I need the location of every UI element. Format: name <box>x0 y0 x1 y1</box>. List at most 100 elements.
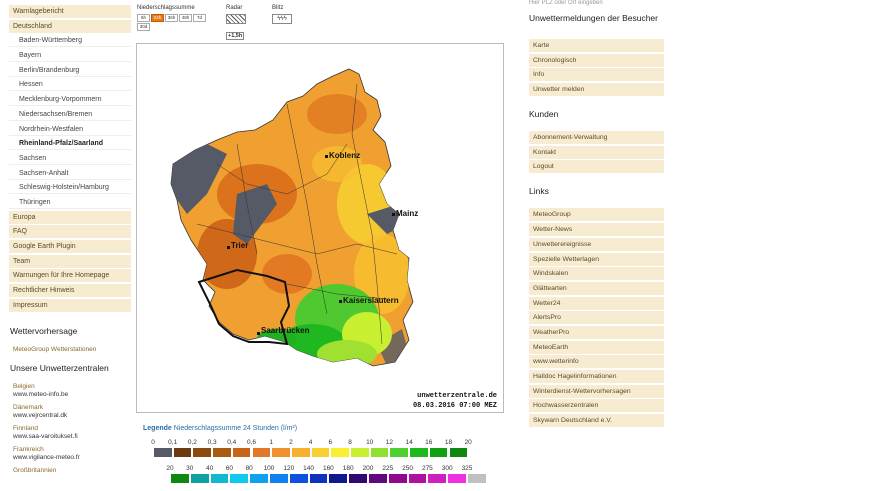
time-button-48h[interactable]: 48h <box>179 14 192 22</box>
link-windskalen[interactable]: Windskalen <box>529 267 664 281</box>
nav-item-europa[interactable]: Europa <box>9 210 131 224</box>
link-glättearten[interactable]: Glättearten <box>529 281 664 295</box>
central-country-link[interactable]: Finnland <box>13 424 38 432</box>
legend-row1-labels: 0 0,1 0,2 0,3 0,4 0,6 1 2 4 6 8 10 12 14 16 18 20 <box>143 439 503 448</box>
legend-title-text: Niederschlagssumme 24 Stunden <box>173 425 279 432</box>
central-country-link[interactable]: Dänemark <box>13 403 43 411</box>
nav-item-faq[interactable]: FAQ <box>9 225 131 239</box>
nav-item-warnlagebericht[interactable]: Warnlagebericht <box>9 5 131 18</box>
link-spezielle-wetterlagen[interactable]: Spezielle Wetterlagen <box>529 252 664 266</box>
legend-tick-label: 1 <box>269 439 273 446</box>
nav-item-deutschland[interactable]: Deutschland <box>9 19 131 33</box>
legend-tick-label: 0,4 <box>227 439 237 446</box>
right-sidebar: Hier PLZ oder Ort eingeben Unwettermeldu… <box>529 0 664 429</box>
link-kontakt[interactable]: Kontakt <box>529 145 664 159</box>
time-button-24h[interactable]: 24h <box>151 14 164 22</box>
nav-item-google-earth-plugin[interactable]: Google Earth Plugin <box>9 240 131 253</box>
time-button-7d[interactable]: 7d <box>193 14 206 22</box>
radar-icon[interactable] <box>226 14 246 24</box>
link-winterdienst-wettervorhersagen[interactable]: Winterdienst-Wettervorhersagen <box>529 384 664 398</box>
time-button-30d[interactable]: 30d <box>137 23 150 31</box>
central-entry: Großbritannien <box>9 467 131 475</box>
legend-color-swatch <box>171 474 189 483</box>
link-info[interactable]: Info <box>529 68 664 82</box>
time-button-6h[interactable]: 6h <box>137 14 150 22</box>
map-legend: Legende Niederschlagssumme 24 Stunden (l… <box>143 425 503 484</box>
legend-color-swatch <box>468 474 486 483</box>
legend-color-swatch <box>370 448 389 457</box>
nav-item-niedersachsen-bremen[interactable]: Niedersachsen/Bremen <box>9 107 131 121</box>
link-chronologisch[interactable]: Chronologisch <box>529 53 664 67</box>
besucher-title: Unwettermeldungen der Besucher <box>529 13 658 23</box>
legend-color-swatch <box>291 448 310 457</box>
link-unwetterereignisse[interactable]: Unwetterereignisse <box>529 237 664 251</box>
mainz-dot <box>392 213 395 216</box>
legend-color-swatch <box>210 474 229 483</box>
legend-tick-label: 18 <box>444 439 453 446</box>
nav-item-hessen[interactable]: Hessen <box>9 78 131 92</box>
link-meteogroup[interactable]: MeteoGroup <box>529 208 664 222</box>
links-title: Links <box>529 186 549 197</box>
link-www-wetterinfo[interactable]: www.wetterinfo <box>529 355 664 369</box>
meteogroup-stations-link[interactable]: MeteoGroup Wetterstationen <box>13 345 97 353</box>
link-meteoearth[interactable]: MeteoEarth <box>529 340 664 354</box>
link-hochwasserzentralen[interactable]: Hochwasserzentralen <box>529 399 664 413</box>
legend-color-swatch <box>390 448 409 457</box>
nav-item-impressum[interactable]: Impressum <box>9 298 131 312</box>
time-button-36h[interactable]: 36h <box>165 14 178 22</box>
nav-item-sachsen-anhalt[interactable]: Sachsen-Anhalt <box>9 166 131 180</box>
legend-tick-label: 60 <box>225 465 233 472</box>
lightning-icon[interactable]: ϟϟϟ <box>272 14 292 24</box>
nav-item-nordrhein-westfalen[interactable]: Nordrhein-Westfalen <box>9 122 131 136</box>
central-entry: Frankreich www.vigilance-meteo.fr <box>9 446 131 462</box>
link-weatherpro[interactable]: WeatherPro <box>529 325 664 339</box>
legend-tick-label: 20 <box>166 465 174 472</box>
nav-item-schleswig-holstein-hamburg[interactable]: Schleswig-Holstein/Hamburg <box>9 181 131 195</box>
nav-item-team[interactable]: Team <box>9 254 131 268</box>
legend-color-swatch <box>429 448 448 457</box>
nav-item-baden-württemberg[interactable]: Baden-Württemberg <box>9 34 131 48</box>
precipitation-map[interactable]: Koblenz Mainz Trier Kaiserslautern Saarb… <box>136 43 504 413</box>
nav-item-sachsen[interactable]: Sachsen <box>9 151 131 165</box>
nav-item-bayern[interactable]: Bayern <box>9 49 131 63</box>
link-karte[interactable]: Karte <box>529 39 664 52</box>
legend-tick-label: 120 <box>283 465 295 472</box>
legend-tick-label: 8 <box>348 439 352 446</box>
legend-unit: (l/m²) <box>280 425 298 432</box>
legend-color-swatch <box>230 474 249 483</box>
central-country-link[interactable]: Belgien <box>13 382 35 390</box>
link-halldoc-hagelinformationen[interactable]: Halldoc Hagelinformationen <box>529 370 664 383</box>
central-url: www.saa-varoitukset.fi <box>13 432 78 440</box>
nav-item-rechtlicher-hinweis[interactable]: Rechtlicher Hinweis <box>9 284 131 298</box>
radar-forecast-button[interactable]: +1,5h <box>226 32 245 40</box>
legend-tick-label: 2 <box>289 439 293 446</box>
blitz-label: Blitz <box>272 5 284 11</box>
link-abonnement-verwaltung[interactable]: Abonnement-Verwaltung <box>529 131 664 145</box>
central-url: www.meteo-info.be <box>13 390 69 398</box>
nav-item-mecklenburg-vorpommern[interactable]: Mecklenburg-Vorpommern <box>9 93 131 107</box>
link-skywarn-deutschland-e-v[interactable]: Skywarn Deutschland e.V. <box>529 414 664 428</box>
central-country-link[interactable]: Frankreich <box>13 445 44 453</box>
nav-item-thüringen[interactable]: Thüringen <box>9 195 131 209</box>
legend-tick-label: 250 <box>402 465 414 472</box>
nav-item-rheinland-pfalz-saarland[interactable]: Rheinland-Pfalz/Saarland <box>9 137 131 151</box>
legend-color-swatch <box>232 448 251 457</box>
link-alertspro[interactable]: AlertsPro <box>529 311 664 325</box>
map-credit-site: unwetterzentrale.de <box>417 392 497 400</box>
nav-item-warnungen-für-ihre-homepage[interactable]: Warnungen für Ihre Homepage <box>9 269 131 283</box>
saarbruecken-dot <box>257 332 260 335</box>
legend-color-swatch <box>331 448 349 457</box>
link-unwetter-melden[interactable]: Unwetter melden <box>529 83 664 97</box>
link-wetter-news[interactable]: Wetter-News <box>529 223 664 237</box>
legend-tick-label: 100 <box>263 465 275 472</box>
legend-color-swatch <box>213 448 231 457</box>
legend-color-swatch <box>289 474 308 483</box>
central-country-link[interactable]: Großbritannien <box>13 466 57 474</box>
legend-tick-label: 300 <box>441 465 453 472</box>
nav-item-berlin-brandenburg[interactable]: Berlin/Brandenburg <box>9 63 131 77</box>
legend-tick-label: 325 <box>461 465 473 472</box>
unwetterzentralen-title: Unsere Unwetterzentralen <box>10 362 109 373</box>
link-wetter24[interactable]: Wetter24 <box>529 296 664 310</box>
city-saarbruecken: Saarbrücken <box>261 326 310 335</box>
link-logout[interactable]: Logout <box>529 160 664 174</box>
